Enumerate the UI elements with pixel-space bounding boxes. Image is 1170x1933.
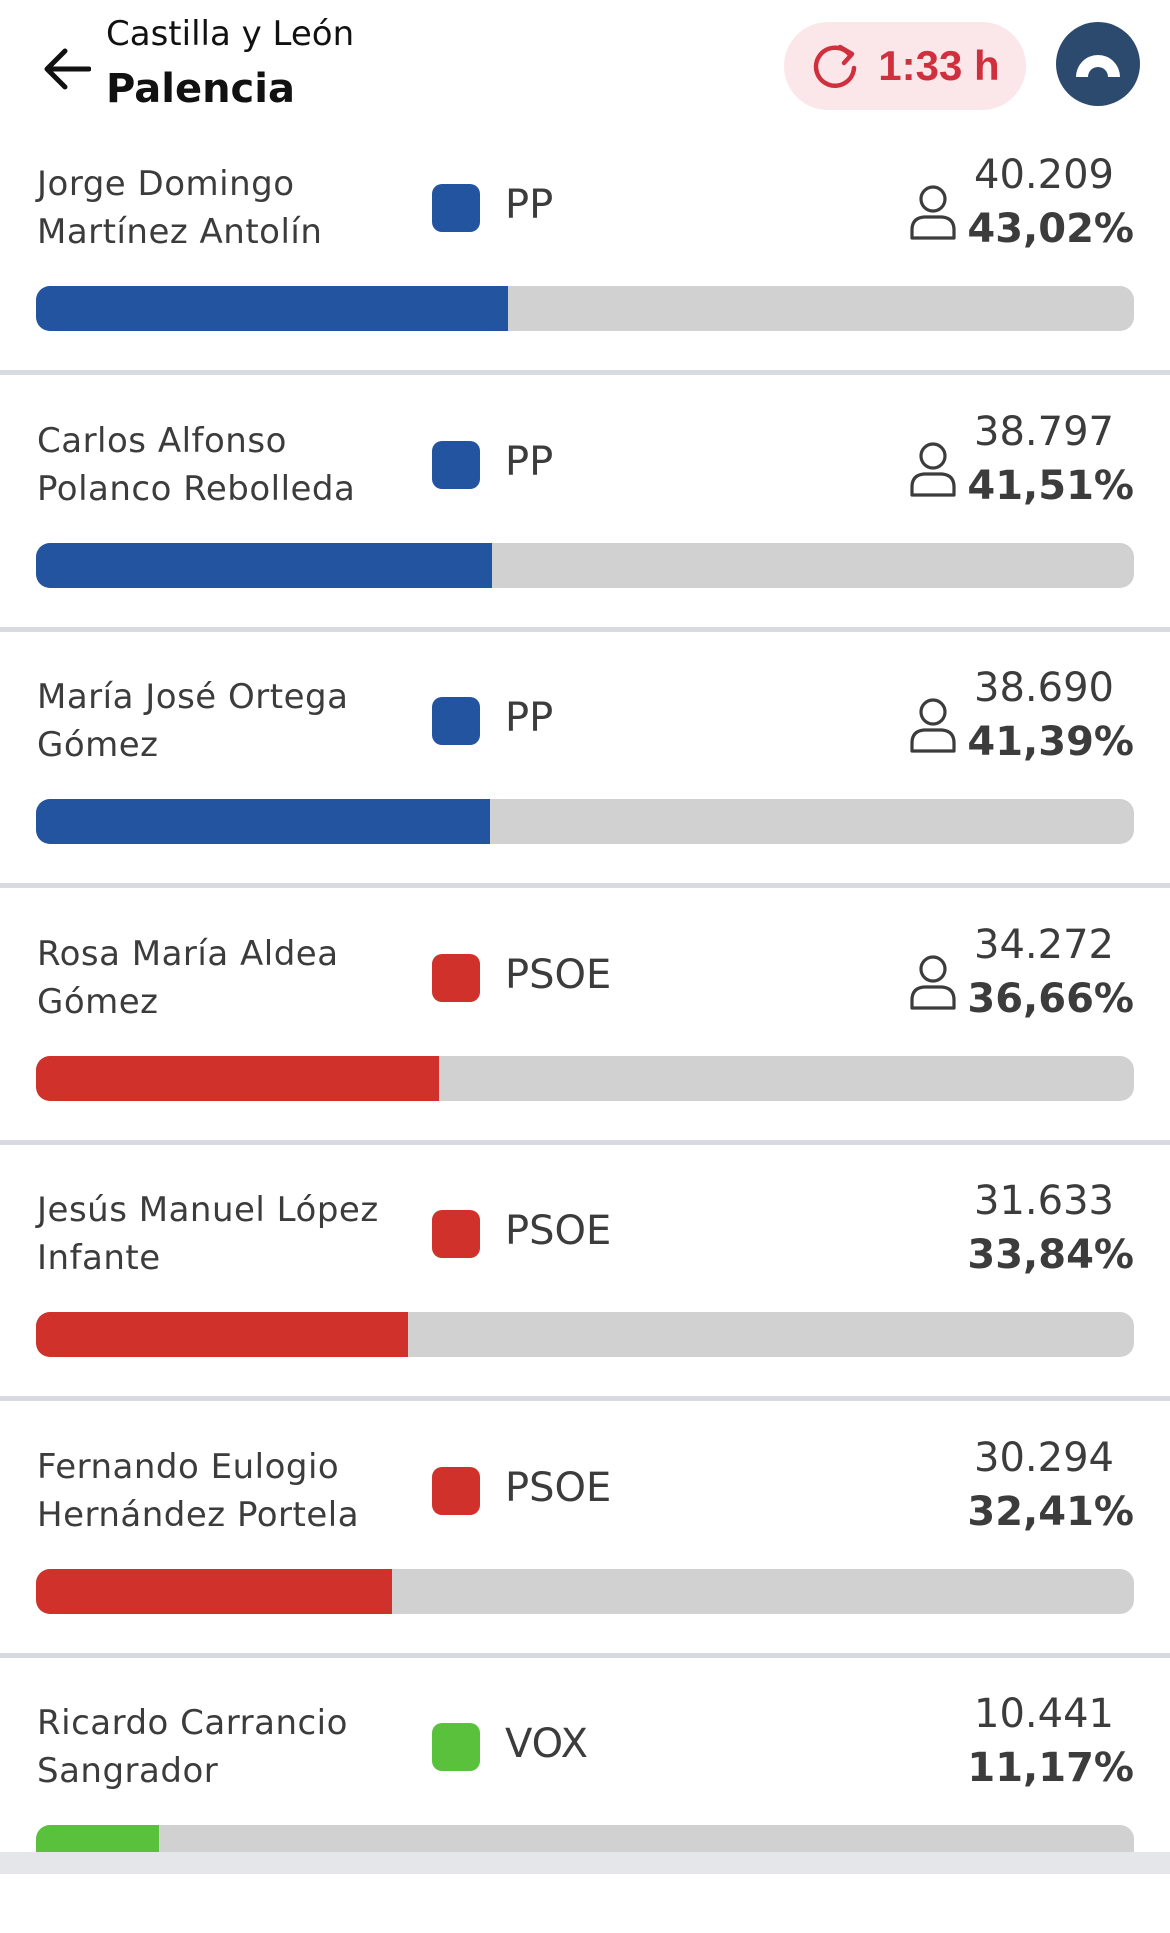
card-divider bbox=[0, 883, 1170, 888]
elected-person-icon bbox=[908, 952, 958, 1012]
party-label: PSOE bbox=[505, 952, 612, 998]
candidate-name: Fernando Eulogio Hernández Portela bbox=[37, 1447, 360, 1535]
refresh-icon bbox=[814, 44, 857, 88]
header: Castilla y León Palencia 1:33 h bbox=[0, 0, 1170, 140]
elected-person-icon bbox=[908, 182, 958, 242]
vote-count: 10.441 bbox=[974, 1691, 1114, 1737]
refresh-timer-button[interactable]: 1:33 h bbox=[784, 22, 1026, 110]
candidate-name: María José Ortega Gómez bbox=[37, 677, 349, 765]
vote-bar-track bbox=[36, 1569, 1134, 1614]
vote-bar-track bbox=[36, 543, 1134, 588]
province-title: Palencia bbox=[106, 66, 295, 112]
party-label: VOX bbox=[505, 1721, 588, 1767]
party-color-swatch bbox=[432, 1723, 480, 1771]
vote-bar-fill bbox=[36, 1312, 408, 1357]
vote-percent: 36,66% bbox=[967, 976, 1134, 1022]
elected-person-icon bbox=[908, 439, 958, 499]
party-label: PSOE bbox=[505, 1208, 612, 1254]
party-color-swatch bbox=[432, 441, 480, 489]
party-color-swatch bbox=[432, 1210, 480, 1258]
vote-count: 30.294 bbox=[974, 1435, 1114, 1481]
candidate-card[interactable]: Rosa María Aldea Gómez PSOE 34.272 36,66% bbox=[0, 908, 1170, 1164]
candidate-card[interactable]: Ricardo Carrancio Sangrador VOX 10.441 11,1… bbox=[0, 1677, 1170, 1933]
candidate-card[interactable]: María José Ortega Gómez PP 38.690 41,39% bbox=[0, 651, 1170, 907]
candidate-card[interactable]: Jorge Domingo Martínez Antolín PP 40.209 43… bbox=[0, 138, 1170, 394]
vote-bar-fill bbox=[36, 799, 490, 844]
candidate-name: Jorge Domingo Martínez Antolín bbox=[37, 164, 323, 252]
vote-percent: 41,39% bbox=[967, 719, 1134, 765]
candidate-name: Rosa María Aldea Gómez bbox=[37, 934, 339, 1022]
arrow-left-icon bbox=[44, 48, 91, 90]
card-divider bbox=[0, 1396, 1170, 1401]
vote-bar-fill bbox=[36, 1056, 439, 1101]
candidate-card[interactable]: Jesús Manuel López Infante PSOE 31.633 33,8… bbox=[0, 1164, 1170, 1420]
hemicycle-button[interactable] bbox=[1056, 22, 1140, 106]
card-divider bbox=[0, 1140, 1170, 1145]
hemicycle-icon bbox=[1076, 55, 1120, 77]
vote-count: 31.633 bbox=[974, 1178, 1114, 1224]
vote-bar-track bbox=[36, 1312, 1134, 1357]
party-label: PP bbox=[505, 439, 554, 485]
party-label: PP bbox=[505, 182, 554, 228]
back-button[interactable] bbox=[36, 38, 98, 100]
vote-percent: 41,51% bbox=[967, 463, 1134, 509]
candidate-name: Carlos Alfonso Polanco Rebolleda bbox=[37, 421, 356, 509]
vote-bar-track bbox=[36, 1056, 1134, 1101]
vote-count: 38.690 bbox=[974, 665, 1114, 711]
vote-percent: 32,41% bbox=[967, 1489, 1134, 1535]
party-color-swatch bbox=[432, 1467, 480, 1515]
vote-count: 38.797 bbox=[974, 409, 1114, 455]
timer-label: 1:33 h bbox=[878, 42, 1000, 89]
card-divider bbox=[0, 1653, 1170, 1658]
candidate-name: Jesús Manuel López Infante bbox=[37, 1190, 379, 1278]
candidate-card[interactable]: Fernando Eulogio Hernández Portela PSOE 30… bbox=[0, 1421, 1170, 1677]
vote-percent: 33,84% bbox=[967, 1232, 1134, 1278]
party-label: PSOE bbox=[505, 1465, 612, 1511]
vote-bar-fill bbox=[36, 286, 508, 331]
bottom-strip bbox=[0, 1852, 1170, 1874]
vote-percent: 43,02% bbox=[967, 206, 1134, 252]
card-divider bbox=[0, 370, 1170, 375]
vote-percent: 11,17% bbox=[967, 1745, 1134, 1791]
party-color-swatch bbox=[432, 697, 480, 745]
party-color-swatch bbox=[432, 954, 480, 1002]
card-divider bbox=[0, 627, 1170, 632]
vote-bar-fill bbox=[36, 1569, 392, 1614]
party-color-swatch bbox=[432, 184, 480, 232]
candidate-card[interactable]: Carlos Alfonso Polanco Rebolleda PP 38.797… bbox=[0, 395, 1170, 651]
vote-count: 40.209 bbox=[974, 152, 1114, 198]
vote-bar-fill bbox=[36, 543, 492, 588]
region-title: Castilla y León bbox=[106, 14, 355, 54]
vote-bar-track bbox=[36, 286, 1134, 331]
candidate-name: Ricardo Carrancio Sangrador bbox=[37, 1703, 348, 1791]
vote-bar-track bbox=[36, 799, 1134, 844]
party-label: PP bbox=[505, 695, 554, 741]
elected-person-icon bbox=[908, 695, 958, 755]
vote-count: 34.272 bbox=[974, 922, 1114, 968]
